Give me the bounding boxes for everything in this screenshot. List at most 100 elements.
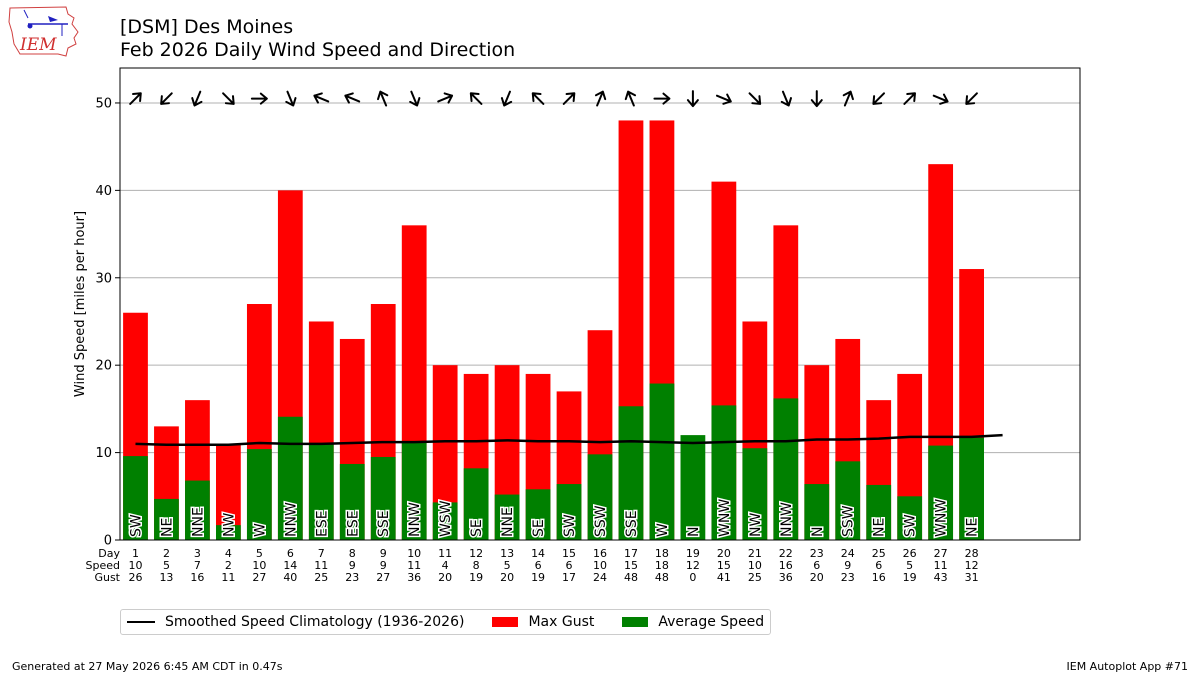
legend-label-max-gust: Max Gust	[528, 614, 595, 630]
table-cell: 15	[624, 559, 638, 572]
direction-label: NNE	[190, 507, 206, 537]
wind-direction-arrow	[562, 92, 576, 105]
table-cell: 16	[872, 571, 886, 584]
direction-label: ESE	[345, 510, 361, 537]
bar-average-speed	[246, 449, 272, 540]
table-cell: 11	[314, 559, 328, 572]
bar-average-speed	[123, 456, 148, 540]
table-cell: 22	[779, 547, 793, 560]
table-row-label: Day	[98, 547, 120, 560]
table-cell: 12	[686, 559, 700, 572]
direction-label: NE	[159, 518, 175, 537]
direction-label: SE	[469, 519, 485, 537]
bar-average-speed	[463, 468, 489, 540]
y-tick-label: 0	[104, 534, 112, 549]
bar-average-speed	[308, 443, 334, 540]
legend-swatch-climatology	[127, 621, 155, 623]
svg-text:IEM: IEM	[19, 35, 57, 55]
table-cell: 9	[349, 559, 356, 572]
direction-label: WNW	[934, 499, 950, 537]
wind-direction-arrow	[409, 90, 421, 107]
wind-direction-arrow	[222, 92, 235, 105]
table-row-label: Speed	[86, 559, 120, 572]
table-cell: 10	[128, 559, 142, 572]
table-cell: 20	[500, 571, 514, 584]
table-cell: 15	[562, 547, 576, 560]
table-cell: 6	[535, 559, 542, 572]
table-cell: 5	[163, 559, 170, 572]
table-cell: 9	[844, 559, 851, 572]
plot-frame	[119, 67, 1081, 541]
wind-direction-arrow	[965, 92, 978, 105]
table-cell: 12	[965, 559, 979, 572]
wind-direction-arrow	[285, 90, 297, 107]
table-cell: 19	[469, 571, 483, 584]
table-cell: 36	[407, 571, 421, 584]
direction-label: WSW	[438, 500, 454, 537]
table-cell: 11	[438, 547, 452, 560]
y-tick-label: 30	[95, 271, 112, 286]
bar-average-speed	[432, 502, 458, 540]
table-cell: 17	[562, 571, 576, 584]
chart-legend: Smoothed Speed Climatology (1936-2026) M…	[120, 609, 772, 635]
table-cell: 9	[380, 547, 387, 560]
direction-label: SW	[128, 514, 144, 537]
chart-title: Feb 2026 Daily Wind Speed and Direction	[120, 39, 516, 61]
table-cell: 0	[689, 571, 696, 584]
bar-average-speed	[556, 484, 582, 540]
table-cell: 31	[965, 571, 979, 584]
direction-label: SSE	[624, 510, 640, 537]
direction-label: NE	[965, 518, 981, 537]
table-cell: 8	[473, 559, 480, 572]
table-cell: 40	[283, 571, 297, 584]
bar-average-speed	[401, 442, 427, 540]
wind-direction-arrow	[780, 90, 792, 107]
table-cell: 11	[934, 559, 948, 572]
table-cell: 36	[779, 571, 793, 584]
table-cell: 24	[593, 571, 607, 584]
legend-swatch-max-gust	[492, 617, 519, 627]
direction-label: NNW	[407, 502, 423, 537]
y-tick-label: 50	[95, 96, 112, 111]
wind-direction-arrow	[191, 90, 203, 107]
iem-logo: IEM	[8, 6, 79, 57]
bar-average-speed	[525, 489, 551, 540]
wind-direction-arrow	[903, 92, 916, 105]
table-cell: 2	[225, 559, 232, 572]
legend-label-average-speed: Average Speed	[658, 614, 765, 630]
wind-direction-arrow	[715, 93, 732, 105]
table-cell: 9	[380, 559, 387, 572]
table-row-label: Gust	[94, 571, 120, 584]
table-cell: 11	[407, 559, 421, 572]
table-cell: 25	[748, 571, 762, 584]
wind-direction-arrow	[469, 92, 483, 105]
bar-average-speed	[216, 525, 241, 540]
table-cell: 23	[810, 547, 824, 560]
direction-label: NNE	[500, 507, 516, 537]
direction-label: SSW	[593, 505, 609, 537]
table-cell: 13	[159, 571, 173, 584]
legend-swatch-average-speed	[622, 617, 649, 627]
table-cell: 28	[965, 547, 979, 560]
bar-average-speed	[154, 498, 179, 540]
table-cell: 16	[190, 571, 204, 584]
bar-average-speed	[897, 496, 923, 540]
direction-label: ESE	[314, 510, 330, 537]
bar-average-speed	[928, 445, 954, 540]
table-cell: 6	[875, 559, 882, 572]
direction-label: NW	[221, 513, 237, 537]
bar-average-speed	[835, 461, 861, 540]
direction-label: NW	[748, 513, 764, 537]
wind-direction-arrow	[872, 92, 886, 105]
table-cell: 26	[128, 571, 142, 584]
wind-direction-arrow	[160, 92, 173, 105]
bar-average-speed	[277, 416, 303, 540]
direction-label: N	[810, 527, 826, 537]
bar-average-speed	[494, 494, 520, 540]
wind-chart: SW NE NNE NW W NNW ESE ESE SSE NNW WSW SE NNE SE SW SSW…	[73, 67, 1081, 584]
line-climatology	[135, 433, 1003, 446]
direction-label: SW	[903, 514, 919, 537]
table-cell: 6	[813, 559, 820, 572]
wind-direction-arrow	[842, 90, 854, 107]
table-cell: 10	[407, 547, 421, 560]
